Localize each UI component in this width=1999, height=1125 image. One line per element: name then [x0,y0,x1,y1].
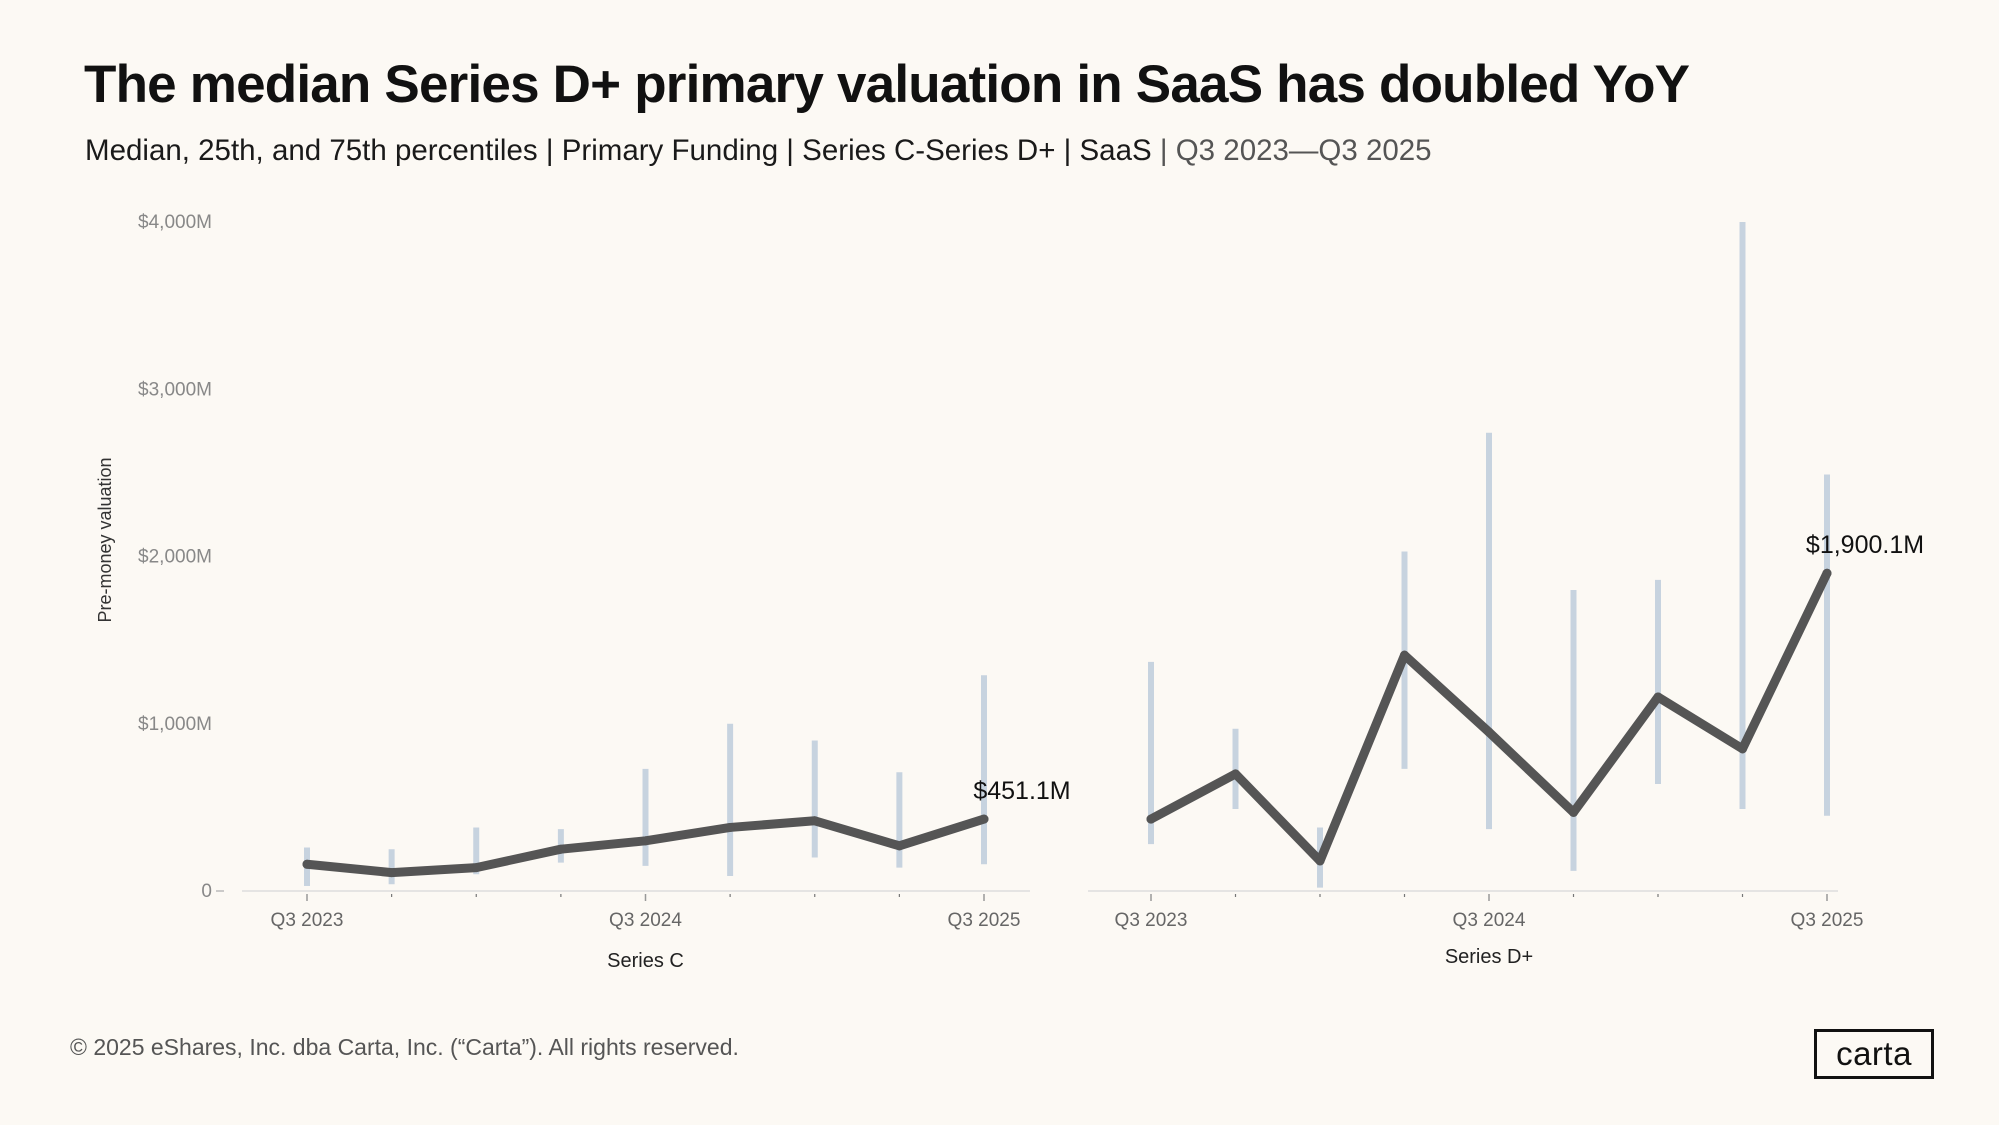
median-point [725,822,735,832]
median-point [1400,650,1409,660]
median-point [556,844,566,854]
y-tick-label: $1,000M [138,714,212,735]
median-point [1738,744,1747,754]
chart-title: The median Series D+ primary valuation i… [84,55,1690,114]
copyright-footer: © 2025 eShares, Inc. dba Carta, Inc. (“C… [70,1034,739,1060]
y-tick-label: $3,000M [138,379,212,400]
x-tick-label: Q3 2024 [1453,910,1526,931]
x-tick-label: Q3 2025 [1791,910,1864,931]
valuation-chart: Pre-money valuation 0 $1,000M $2,000M $3,000… [95,212,1924,972]
x-tick-label: Q3 2024 [609,910,682,931]
median-point [1569,807,1578,817]
x-tick-label: Q3 2023 [1115,910,1188,931]
median-value-label: $451.1M [973,777,1070,805]
median-value-label: $1,900.1M [1806,531,1924,559]
median-point [641,836,650,846]
panel-name: Series C [607,950,684,972]
panel-name: Series D+ [1445,946,1533,968]
subtitle-main: Median, 25th, and 75th percentiles | Pri… [85,134,1152,167]
median-point [1315,856,1325,866]
carta-logo: carta [1814,1029,1934,1079]
y-tick-label: $4,000M [138,212,212,233]
median-point [1146,814,1156,824]
median-point [1231,769,1240,779]
y-tick-label: 0 [201,881,212,902]
x-tick-label: Q3 2025 [948,910,1021,931]
median-point [810,816,820,826]
y-axis-label: Pre-money valuation [95,457,115,622]
x-tick-label: Q3 2023 [271,910,344,931]
median-point [979,814,989,824]
median-point [1653,692,1663,702]
subtitle-date-range: | Q3 2023—Q3 2025 [1159,134,1432,167]
median-point [387,868,397,878]
median-point [1484,727,1494,737]
median-point [471,863,481,873]
median-point [894,841,904,851]
median-point [302,859,312,869]
chart-subtitle: Median, 25th, and 75th percentiles | Pri… [85,134,1432,168]
median-point [1822,568,1832,578]
y-tick-label: $2,000M [138,547,212,568]
